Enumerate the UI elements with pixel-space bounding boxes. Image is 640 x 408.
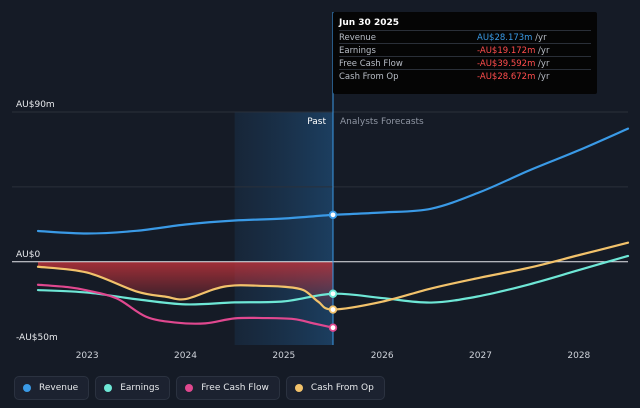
tooltip-value: -AU$19.172m /yr — [477, 46, 549, 56]
loss-area — [38, 261, 333, 310]
tooltip-amount: -AU$28.672m — [477, 72, 536, 82]
data-point-free-cash-flow — [328, 323, 338, 332]
tooltip-label: Revenue — [339, 33, 377, 43]
series-line-cash-from-op — [36, 241, 630, 311]
legend-item-free-cash-flow[interactable]: Free Cash Flow — [176, 376, 280, 400]
y-axis-label: -AU$50m — [16, 333, 58, 343]
tooltip-label: Earnings — [339, 46, 376, 56]
tooltip-amount: -AU$19.172m — [477, 46, 536, 56]
legend-item-cash-from-op[interactable]: Cash From Op — [285, 376, 385, 400]
legend-dot-icon — [294, 384, 303, 392]
tooltip-value: -AU$39.592m /yr — [477, 59, 549, 69]
legend-label: Revenue — [39, 383, 79, 393]
tooltip-row-revenue: Revenue AU$28.173m /yr — [339, 30, 591, 44]
data-point-earnings — [328, 289, 338, 298]
legend-label: Earnings — [120, 383, 160, 393]
tooltip-label: Free Cash Flow — [339, 59, 403, 69]
tooltip-row-free-cash-flow: Free Cash Flow -AU$39.592m /yr — [339, 56, 591, 70]
legend-dot-icon — [185, 384, 194, 392]
legend-label: Free Cash Flow — [201, 383, 269, 393]
series-line-free-cash-flow — [36, 283, 335, 329]
legend-dot-icon — [23, 384, 31, 392]
tooltip-value: AU$28.173m /yr — [477, 33, 547, 43]
tooltip-row-cash-from-op: Cash From Op -AU$28.672m /yr — [339, 69, 591, 83]
x-axis-tick-label: 2023 — [76, 351, 99, 361]
tooltip-date: Jun 30 2025 — [339, 18, 400, 28]
tooltip-value: -AU$28.672m /yr — [477, 72, 549, 82]
x-axis-tick-label: 2025 — [272, 351, 295, 361]
tooltip-unit: /yr — [535, 72, 550, 82]
highlight-band — [234, 112, 333, 345]
legend-dot-icon — [104, 384, 113, 392]
y-axis-label: AU$90m — [16, 100, 55, 110]
tooltip-row-earnings: Earnings -AU$19.172m /yr — [339, 43, 591, 57]
data-tooltip: Jun 30 2025 Revenue AU$28.173m /yr Earni… — [333, 12, 597, 94]
x-axis-tick-label: 2024 — [174, 351, 197, 361]
legend-label: Cash From Op — [310, 383, 374, 393]
tooltip-unit: /yr — [532, 33, 547, 43]
tooltip-amount: AU$28.173m — [477, 33, 533, 43]
tooltip-label: Cash From Op — [339, 72, 399, 82]
tooltip-amount: -AU$39.592m — [477, 59, 536, 69]
tooltip-unit: /yr — [535, 46, 550, 56]
legend-item-earnings[interactable]: Earnings — [95, 376, 171, 400]
tooltip-unit: /yr — [535, 59, 550, 69]
chart-legend: Revenue Earnings Free Cash Flow Cash Fro… — [14, 376, 385, 400]
x-axis-tick-label: 2026 — [371, 351, 394, 361]
y-axis-label: AU$0 — [16, 250, 40, 260]
data-point-revenue — [328, 210, 338, 220]
data-point-cash-from-op — [328, 305, 338, 314]
legend-item-revenue[interactable]: Revenue — [14, 376, 90, 400]
past-label: Past — [307, 117, 326, 127]
x-axis-tick-label: 2027 — [469, 351, 492, 361]
x-axis-tick-label: 2028 — [567, 351, 590, 361]
forecast-label: Analysts Forecasts — [340, 117, 424, 127]
